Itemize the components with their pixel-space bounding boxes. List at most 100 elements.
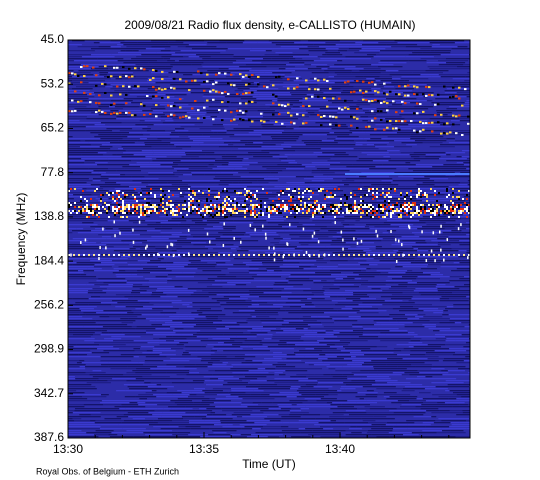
- spectrogram-cell: [98, 76, 104, 78]
- band-cell: [68, 202, 70, 204]
- spectrogram-cell: [333, 308, 342, 310]
- spectrogram-cell: [375, 330, 390, 332]
- burst-cell: [416, 86, 419, 89]
- spectrogram-cell: [101, 236, 112, 238]
- band-cell: [350, 210, 352, 212]
- spectrogram-cell: [268, 198, 297, 200]
- spectrogram-cell: [95, 328, 109, 330]
- spectrogram-cell: [123, 420, 154, 422]
- spectrogram-cell: [282, 306, 290, 308]
- spectrogram-cell: [137, 294, 152, 296]
- band-cell: [234, 198, 236, 200]
- burst-cell: [392, 127, 395, 130]
- band-cell: [322, 206, 324, 208]
- spectrogram-cell: [404, 314, 418, 316]
- spectrogram-cell: [297, 102, 303, 104]
- spectrogram-cell: [414, 106, 424, 108]
- spectrogram-cell: [193, 334, 224, 336]
- band-cell: [378, 204, 380, 206]
- spectrogram-cell: [468, 372, 470, 374]
- band-cell: [278, 212, 280, 214]
- spectrogram-cell: [68, 256, 91, 258]
- spectrogram-cell: [289, 210, 314, 212]
- spectrogram-cell: [279, 392, 299, 394]
- spectrogram-cell: [425, 426, 450, 428]
- band-cell: [118, 196, 120, 198]
- burst-cell: [281, 104, 284, 107]
- spectrogram-cell: [396, 320, 430, 322]
- band-cell: [314, 210, 316, 212]
- spectrogram-cell: [353, 294, 368, 296]
- spectrogram-cell: [233, 412, 264, 414]
- spectrogram-cell: [165, 44, 189, 46]
- spectrogram-cell: [338, 378, 348, 380]
- burst-cell: [323, 97, 326, 100]
- spectrogram-cell: [382, 212, 407, 214]
- spectrogram-cell: [132, 116, 162, 118]
- band-cell: [148, 192, 150, 194]
- band-cell: [390, 212, 392, 214]
- band-cell: [106, 210, 108, 212]
- spectrogram-cell: [463, 360, 470, 362]
- spectrogram-cell: [68, 274, 81, 276]
- spectrogram-cell: [369, 96, 399, 98]
- spectrogram-cell: [269, 194, 302, 196]
- burst-cell: [344, 99, 347, 102]
- spectrogram-cell: [281, 270, 308, 272]
- spectrogram-cell: [400, 302, 415, 304]
- spectrogram-cell: [287, 184, 320, 186]
- spectrogram-cell: [117, 60, 137, 62]
- spectrogram-cell: [149, 114, 165, 116]
- spectrogram-cell: [273, 238, 283, 240]
- spectrogram-cell: [119, 214, 144, 216]
- spectrogram-cell: [180, 106, 209, 108]
- spectrogram-cell: [315, 298, 325, 300]
- spectrogram-cell: [206, 204, 230, 206]
- band-cell: [376, 196, 378, 198]
- dotted-cell: [223, 254, 225, 256]
- spectrogram-cell: [348, 48, 362, 50]
- spectrogram-cell: [451, 202, 470, 204]
- spectrogram-cell: [222, 226, 236, 228]
- spectrogram-cell: [322, 288, 330, 290]
- spectrogram-cell: [108, 362, 139, 364]
- band-cell: [330, 192, 332, 194]
- spectrogram-cell: [416, 202, 428, 204]
- band-cell: [298, 192, 300, 194]
- spectrogram-cell: [90, 144, 102, 146]
- burst-cell: [173, 114, 176, 117]
- spectrogram-cell: [262, 92, 291, 94]
- spectrogram-cell: [378, 66, 403, 68]
- spectrogram-cell: [367, 430, 393, 432]
- spectrogram-cell: [404, 192, 412, 194]
- spectrogram-cell: [128, 416, 162, 418]
- spectrogram-cell: [247, 318, 277, 320]
- spectrogram-cell: [180, 126, 198, 128]
- speck: [443, 258, 445, 262]
- band-cell: [330, 210, 332, 212]
- spectrogram-cell: [221, 244, 234, 246]
- spectrogram-cell: [331, 300, 353, 302]
- burst-cell: [227, 101, 230, 104]
- spectrogram-cell: [354, 378, 362, 380]
- spectrogram-cell: [92, 288, 107, 290]
- spectrogram-cell: [240, 130, 254, 132]
- spectrogram-cell: [411, 192, 425, 194]
- spectrogram-cell: [149, 162, 173, 164]
- spectrogram-cell: [402, 274, 431, 276]
- band-cell: [90, 212, 92, 214]
- spectrogram-cell: [281, 106, 294, 108]
- spectrogram-cell: [86, 284, 95, 286]
- spectrogram-cell: [134, 350, 147, 352]
- spectrogram-cell: [79, 146, 100, 148]
- band-cell: [178, 188, 180, 190]
- spectrogram-cell: [361, 152, 389, 154]
- spectrogram-cell: [305, 384, 317, 386]
- band-cell: [160, 200, 162, 202]
- spectrogram-cell: [349, 130, 363, 132]
- spectrogram-cell: [290, 386, 301, 388]
- y-tick-label: 298.9: [34, 342, 64, 356]
- spectrogram-cell: [419, 236, 449, 238]
- spectrogram-cell: [449, 106, 460, 108]
